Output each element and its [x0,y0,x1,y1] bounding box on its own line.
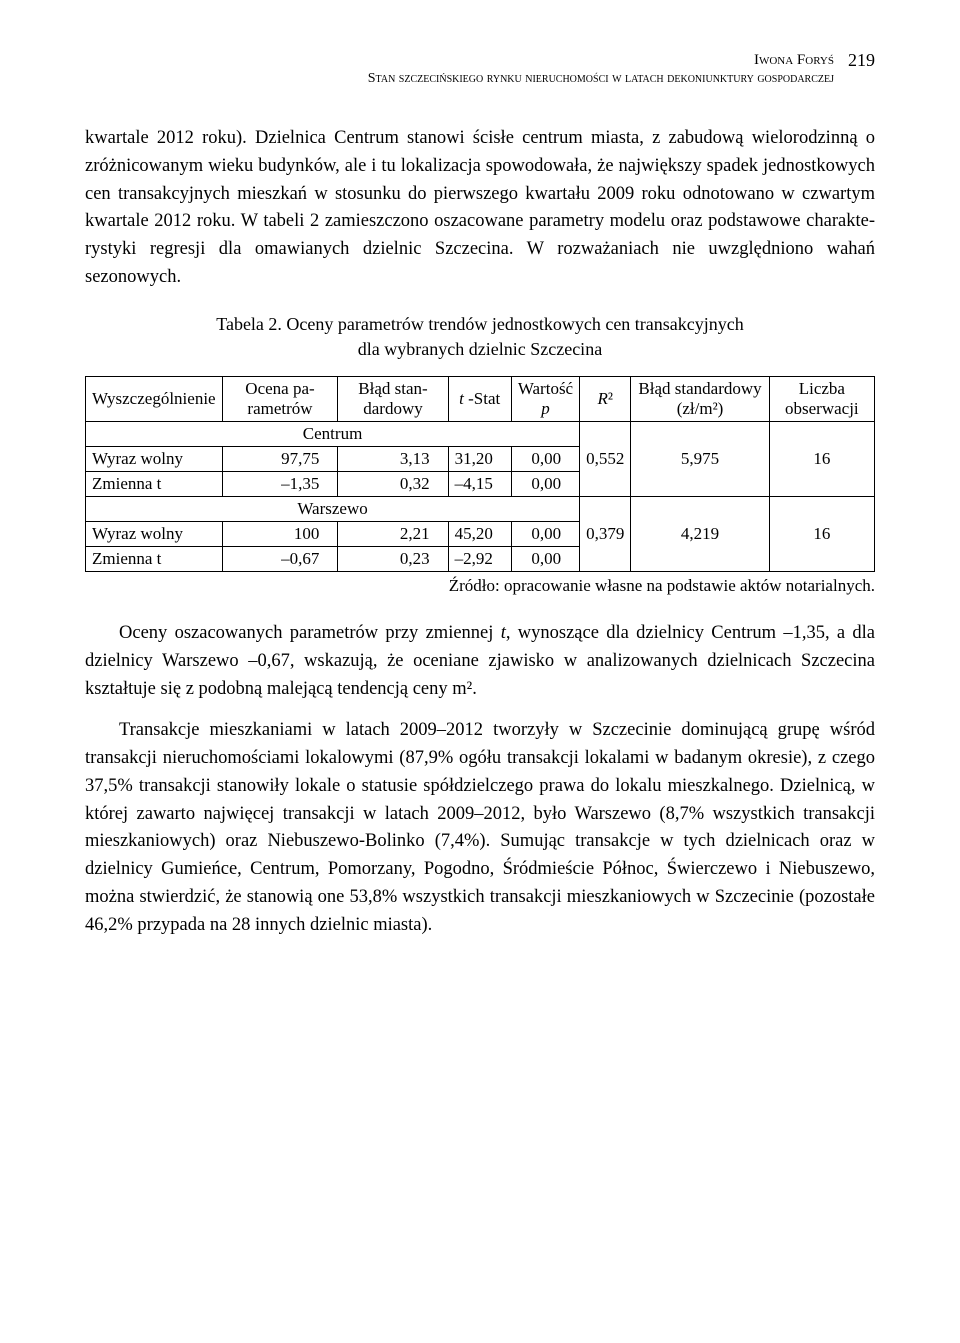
cell-blad: 0,23 [338,547,448,572]
table-caption-line1: Tabela 2. Oceny parametrów trendów jedno… [216,314,744,334]
cell-p: 0,00 [511,447,579,472]
header-author: Iwona Foryś [85,50,834,70]
cell-p: 0,00 [511,472,579,497]
table-source: Źródło: opracowanie własne na podstawie … [85,576,875,596]
cell-tstat: –2,92 [448,547,511,572]
cell-r2: 0,379 [580,497,631,572]
cell-tstat: –4,15 [448,472,511,497]
section-label: Warszewo [86,497,580,522]
cell-blad: 0,32 [338,472,448,497]
cell-blad2: 4,219 [631,497,769,572]
cell-n: 16 [769,422,874,497]
cell-ocena: 97,75 [222,447,338,472]
paragraph-1: kwartale 2012 roku). Dzielnica Centrum s… [85,125,875,292]
cell-name: Zmienna t [86,547,223,572]
cell-ocena: –0,67 [222,547,338,572]
paragraph-3: Transakcje mieszkaniami w latach 2009–20… [85,717,875,939]
paragraph-2: Oceny oszacowanych parametrów przy zmien… [85,620,875,703]
cell-ocena: –1,35 [222,472,338,497]
cell-p: 0,00 [511,522,579,547]
col-wartosc-p-l1: Wartość [518,379,573,398]
cell-blad: 2,21 [338,522,448,547]
table-header-row: Wyszczególnienie Ocena pa­rametrów Błąd … [86,377,875,422]
col-t-stat: t -Stat [448,377,511,422]
cell-blad2: 5,975 [631,422,769,497]
section-label: Centrum [86,422,580,447]
header-running-title: Stan szczecińskiego rynku nieruchomości … [85,70,834,89]
running-header: Iwona Foryś Stan szczecińskiego rynku ni… [85,50,875,89]
table-caption: Tabela 2. Oceny parametrów trendów jedno… [85,312,875,362]
cell-name: Zmienna t [86,472,223,497]
page: Iwona Foryś Stan szczecińskiego rynku ni… [0,0,960,1013]
cell-tstat: 45,20 [448,522,511,547]
cell-r2: 0,552 [580,422,631,497]
col-r2: R² [580,377,631,422]
col-ocena: Ocena pa­rametrów [222,377,338,422]
cell-tstat: 31,20 [448,447,511,472]
cell-name: Wyraz wolny [86,522,223,547]
cell-ocena: 100 [222,522,338,547]
col-blad-std: Błąd stan­dardowy [338,377,448,422]
table-section-row: Centrum 0,552 5,975 16 [86,422,875,447]
table-section-row: Warszewo 0,379 4,219 16 [86,497,875,522]
col-wartosc-p-l2: p [541,399,550,418]
parameters-table: Wyszczególnienie Ocena pa­rametrów Błąd … [85,376,875,572]
page-number: 219 [834,50,875,71]
col-liczba-obs: Liczba obser­wacji [769,377,874,422]
col-wartosc-p: Wartość p [511,377,579,422]
header-left: Iwona Foryś Stan szczecińskiego rynku ni… [85,50,834,89]
cell-name: Wyraz wolny [86,447,223,472]
cell-n: 16 [769,497,874,572]
cell-blad: 3,13 [338,447,448,472]
table-caption-line2: dla wybranych dzielnic Szczecina [358,339,602,359]
col-blad-std-zl: Błąd standar­dowy (zł/m²) [631,377,769,422]
col-wyszczegolnienie: Wyszczególnienie [86,377,223,422]
cell-p: 0,00 [511,547,579,572]
